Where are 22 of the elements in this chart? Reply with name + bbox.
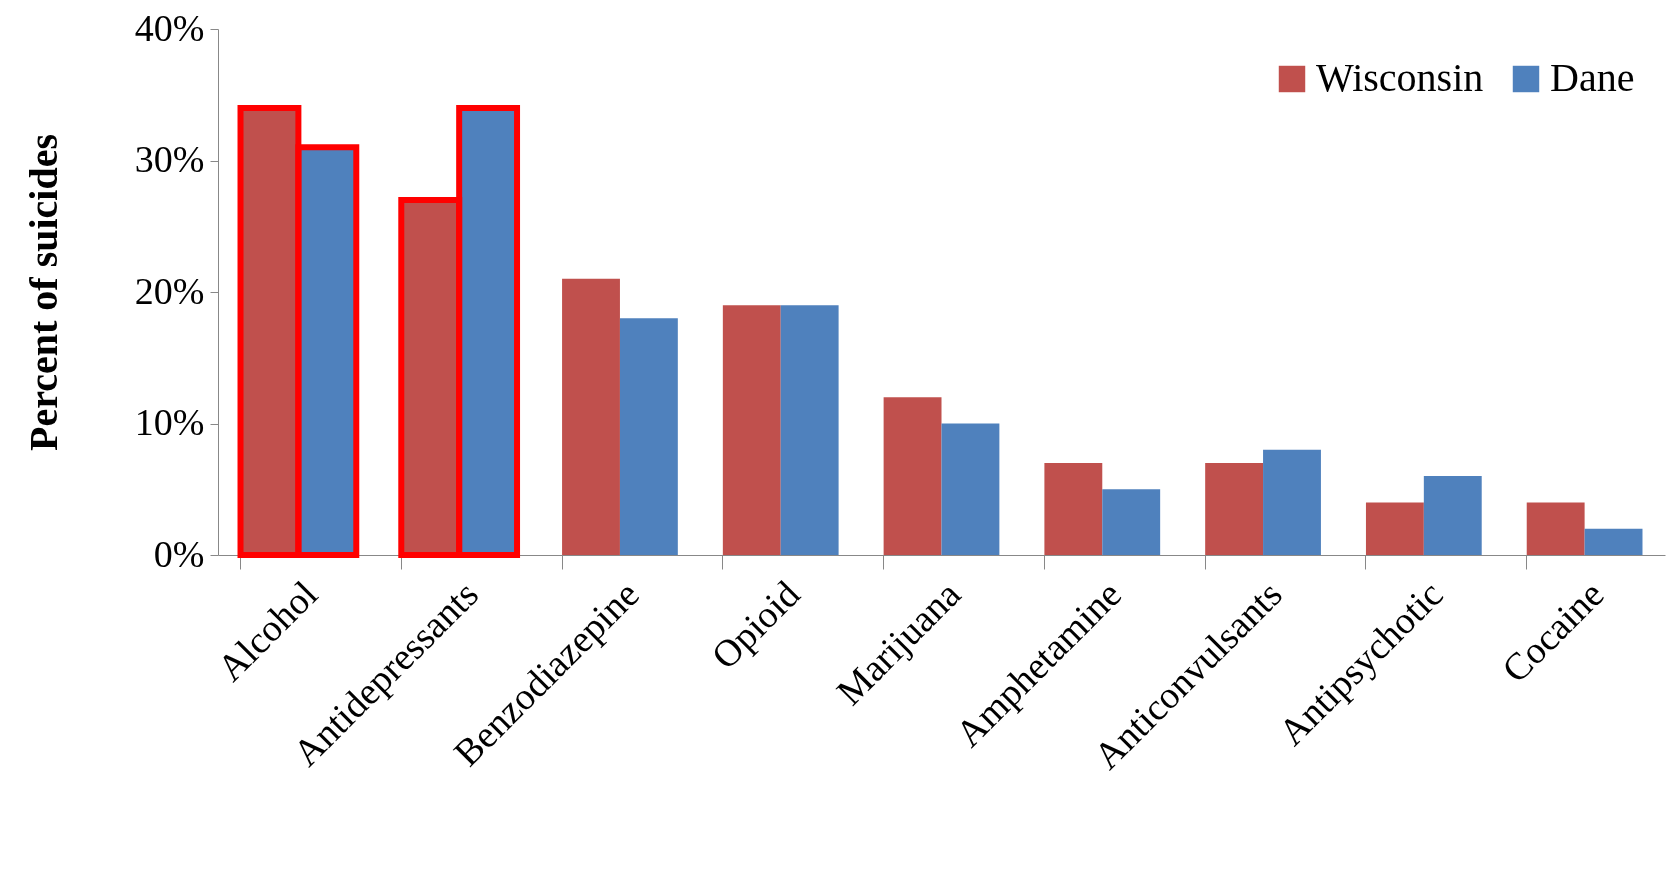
bar [1044, 462, 1103, 555]
bar [780, 305, 839, 555]
bar [722, 305, 781, 555]
bar [883, 397, 942, 555]
y-tick-label: 10% [134, 401, 205, 443]
bar [941, 423, 1000, 555]
y-tick-label: 30% [134, 138, 205, 180]
bar [562, 278, 620, 555]
legend-label: Dane [1550, 55, 1635, 100]
bar [1365, 502, 1424, 555]
legend-label: Wisconsin [1316, 55, 1484, 100]
y-tick-label: 0% [153, 532, 205, 575]
y-tick-label: 40% [134, 6, 205, 49]
y-axis-title: Percent of suicides [20, 134, 66, 451]
bar [1584, 528, 1643, 555]
bar [619, 318, 678, 555]
bar [1423, 476, 1482, 555]
bar [1526, 502, 1585, 555]
bar [1205, 462, 1264, 555]
bar [1263, 449, 1321, 555]
y-tick-label: 20% [134, 269, 205, 312]
bar [1102, 489, 1161, 555]
